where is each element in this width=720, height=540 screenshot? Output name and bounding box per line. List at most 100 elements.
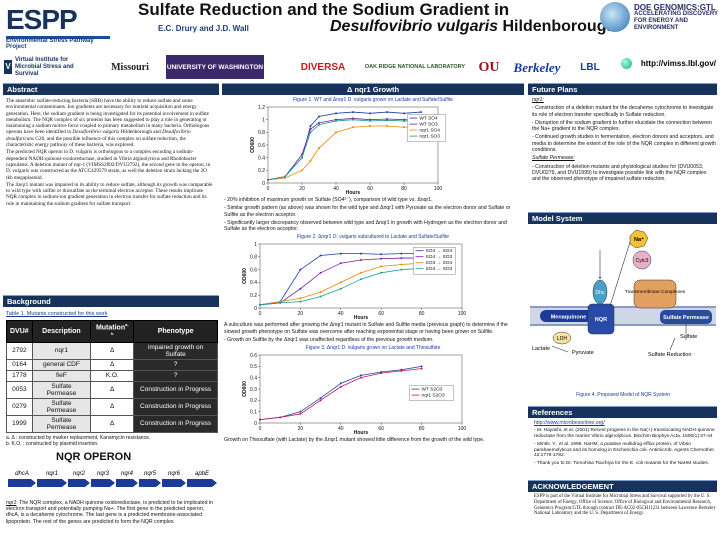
growth-section: Figure 1. WT and Δnqr1 D. vulgaris grown…	[224, 97, 522, 446]
future-permease-label: Sulfate Permease:	[532, 155, 575, 162]
doe-logo-title: DOE GENOMICS:GTL	[634, 3, 716, 12]
doe-globe-icon	[600, 2, 630, 32]
menaquinone-label: Menaquinone pool	[551, 315, 600, 321]
ou-logo: OU	[478, 59, 500, 75]
abstract-p1-italic2: Desulfovibrio desulfuricans	[6, 129, 191, 142]
data-point	[400, 257, 403, 260]
data-point	[352, 111, 354, 114]
table-cell-phenotype: ?	[133, 369, 218, 382]
series-line	[267, 117, 421, 181]
vimss-logo: V Virtual Institute for Microbial Stress…	[4, 55, 94, 79]
doe-logo-subtitle: ACCELERATING DISCOVERY FOR ENERGY AND EN…	[634, 11, 718, 31]
data-point	[299, 301, 302, 304]
data-point	[299, 269, 302, 272]
pyruvate-label: Pyruvate	[572, 350, 594, 356]
microbesonline-link[interactable]: http://www.microbesonline.org/	[534, 420, 605, 426]
poster-header: ESPP Environmental Stress Pathway Projec…	[0, 0, 720, 52]
growth-bullets-1: - 20% inhibition of maximum growth on Su…	[224, 197, 522, 232]
data-point	[309, 128, 312, 131]
data-point	[339, 253, 342, 256]
data-point	[309, 131, 312, 134]
data-point	[309, 159, 312, 162]
data-point	[339, 281, 342, 284]
model-svg: Menaquinone pool Na⁺ Cytc3 Dhc Transmemb…	[530, 229, 716, 358]
data-point	[339, 288, 342, 291]
abstract-p1-italic: Desulfovibrio vulgaris	[72, 129, 120, 136]
mutation-header-sup: a, b	[110, 322, 129, 337]
growth-heading: Δ nqr1 Growth	[222, 83, 524, 95]
sulfate-permease-shape	[660, 310, 712, 324]
data-point	[309, 125, 312, 127]
data-point	[386, 119, 388, 122]
table-header-phenotype: Phenotype	[133, 320, 218, 343]
y-axis-label: OD600	[250, 137, 256, 153]
y-tick-label: 1.2	[258, 105, 265, 111]
washington-logo: UNIVERSITY OF WASHINGTON	[166, 55, 264, 79]
growth-bullet-2-text: Similar growth pattern (as above) was sh…	[224, 205, 511, 218]
arrow-sodium	[609, 241, 631, 307]
operon-gene-arrow	[8, 478, 36, 487]
operon-gene-label: nqr1	[46, 471, 58, 477]
poster-authors: E.C. Drury and J.D. Wall	[158, 24, 249, 33]
data-point	[319, 272, 322, 275]
sulfate-label: Sulfate	[680, 334, 697, 340]
data-point	[301, 156, 303, 159]
figure3-chart: 0 0.1 0.2 0.3 0.4 0.5 0.6 0 20 40 60 80 100 Hours OD60…	[224, 351, 522, 435]
table-cell-mutation: Δ	[90, 358, 135, 371]
operon-gene-arrow	[116, 478, 138, 487]
y-tick-label: 0.4	[250, 376, 257, 382]
data-point	[360, 259, 362, 262]
series-line	[259, 368, 422, 421]
operon-gene-label: dhcA	[15, 471, 29, 477]
table-header-description: Description	[31, 320, 92, 343]
future-plans-heading: Future Plans	[528, 83, 717, 95]
data-point	[352, 118, 354, 121]
transmembrane-label: Transmembrane Complexes	[625, 289, 686, 295]
data-point	[403, 119, 405, 122]
y-tick-label: 0.4	[250, 281, 257, 287]
references-section: http://www.microbesonline.org/ - M. Haya…	[534, 420, 716, 469]
growth-bullet-sulfite-text: Growth on Sulfite by the Δnqr1 was unaff…	[227, 337, 434, 344]
vimss-url-link[interactable]: http://vimss.lbl.gov/	[640, 59, 716, 68]
ldh-label: LDH	[557, 336, 567, 342]
ldh-shape	[552, 331, 572, 345]
data-point	[335, 119, 337, 122]
ornl-logo: OAK RIDGE NATIONAL LABORATORY	[364, 63, 466, 70]
data-point	[400, 370, 403, 373]
lactate-label: Lactate	[532, 346, 550, 352]
data-point	[299, 288, 302, 291]
operon-gene-arrow	[68, 478, 90, 487]
abstract-p1-c: G20, and the possible influence of this …	[6, 135, 186, 149]
berkeley-logo: Berkeley	[513, 59, 561, 75]
x-tick-label: 0	[259, 426, 262, 432]
globe-icon	[621, 58, 632, 69]
data-point	[369, 119, 371, 122]
abstract-p1-a: The anaerobic sulfate-reducing bacteria …	[6, 98, 210, 136]
vimss-v-icon: V	[4, 60, 12, 74]
x-tick-label: 60	[367, 186, 373, 192]
data-point	[360, 253, 362, 256]
poster-title-organism: Desulfovibrio vulgaris	[330, 18, 499, 35]
y-tick-label: 1	[254, 242, 257, 248]
data-point	[420, 365, 423, 368]
legend-label: nqr1 SO4	[419, 128, 440, 134]
references-heading: References	[528, 406, 717, 418]
figure3-svg: 0 0.1 0.2 0.3 0.4 0.5 0.6 0 20 40 60 80 100 Hours OD60…	[242, 353, 466, 435]
table-cell-dvu: 2792	[6, 341, 33, 360]
future-item-2-text: Disruption of the sodium gradient to fur…	[532, 119, 712, 133]
arrow-sulfate-reduction	[669, 337, 676, 351]
table-cell-description: fieF	[31, 369, 92, 382]
y-tick-label: 0.8	[250, 255, 257, 261]
table-cell-mutation: Δ	[90, 380, 135, 399]
legend-label: SO3 → SO3	[426, 267, 453, 273]
legend-box	[409, 385, 454, 402]
x-tick-label: 40	[338, 426, 344, 432]
abstract-paragraph-1: The anaerobic sulfate-reducing bacteria …	[6, 98, 214, 148]
legend-label: SO4 → SO3	[426, 255, 453, 261]
x-axis-label: Hours	[354, 315, 369, 320]
future-item-2: - Disruption of the sodium gradient to f…	[532, 119, 712, 133]
y-axis-label: OD600	[242, 268, 248, 284]
membrane-outer-edge	[530, 306, 716, 308]
data-point	[267, 178, 269, 181]
